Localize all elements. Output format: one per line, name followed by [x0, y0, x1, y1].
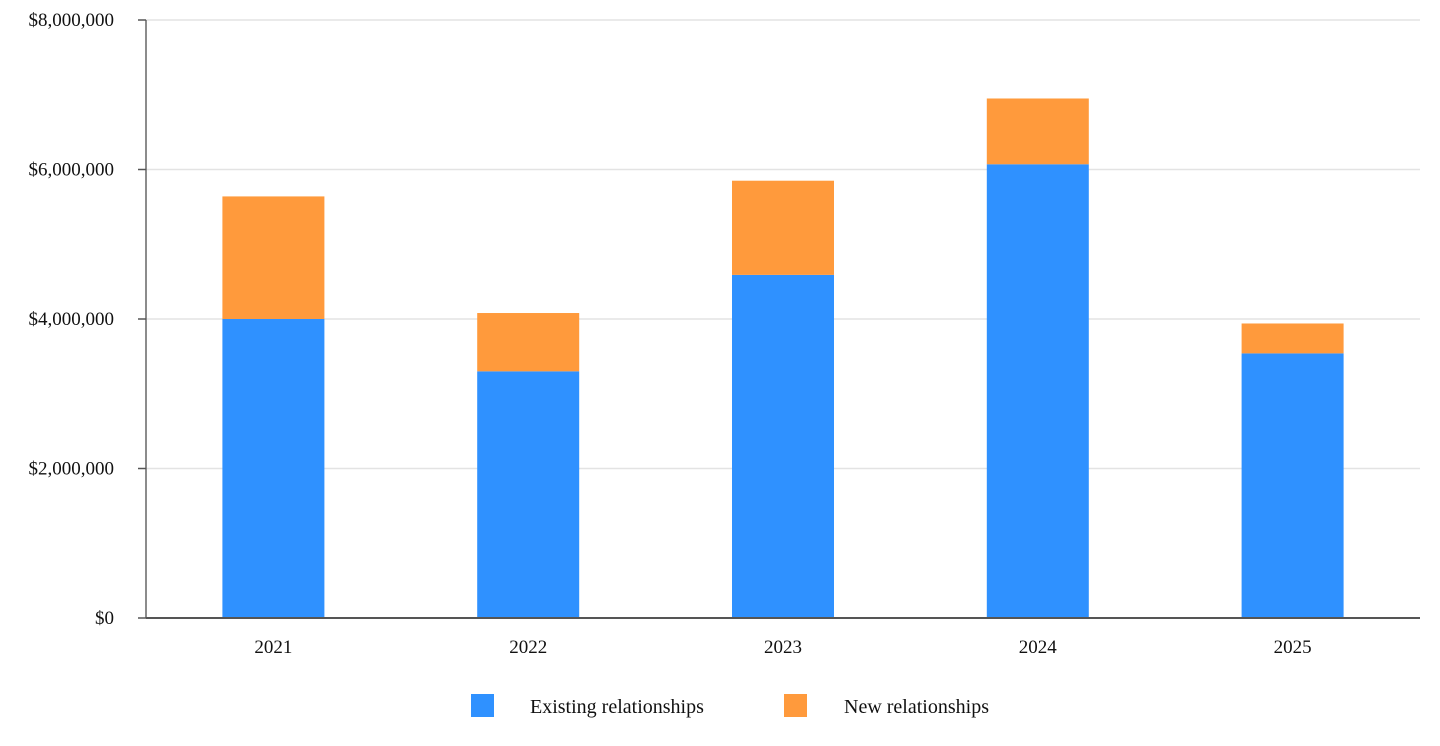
legend-swatch — [784, 694, 807, 717]
bar-new-relationships-2023 — [732, 180, 834, 275]
bar-existing-relationships-2022 — [477, 371, 580, 618]
bar-new-relationships-2025 — [1241, 323, 1344, 354]
x-tick-label: 2025 — [1274, 637, 1312, 658]
legend-swatch — [471, 694, 494, 717]
y-tick-label: $4,000,000 — [29, 309, 115, 330]
y-tick-label: $0 — [95, 608, 114, 629]
x-axis-ticks: 2021 2022 2023 2024 2025 — [254, 637, 1311, 658]
bar-existing-relationships-2023 — [732, 274, 834, 618]
legend-label: Existing relationships — [530, 696, 704, 718]
x-tick-label: 2021 — [254, 637, 292, 658]
bars — [222, 98, 1344, 618]
bar-new-relationships-2024 — [986, 98, 1089, 165]
x-tick-label: 2024 — [1019, 637, 1058, 658]
y-tick-label: $2,000,000 — [29, 459, 115, 480]
y-tick-label: $8,000,000 — [29, 10, 115, 31]
legend-label: New relationships — [844, 696, 989, 718]
bar-new-relationships-2022 — [477, 313, 580, 372]
x-tick-label: 2023 — [764, 637, 802, 658]
bar-existing-relationships-2025 — [1241, 353, 1344, 618]
y-axis-ticks: $0 $2,000,000 $4,000,000 $6,000,000 $8,000,0… — [29, 10, 146, 629]
x-tick-label: 2022 — [509, 637, 547, 658]
legend: Existing relationships New relationships — [471, 694, 989, 718]
bar-existing-relationships-2024 — [986, 164, 1089, 618]
bar-new-relationships-2021 — [222, 196, 325, 319]
y-tick-label: $6,000,000 — [29, 160, 115, 181]
bar-existing-relationships-2021 — [222, 319, 325, 618]
